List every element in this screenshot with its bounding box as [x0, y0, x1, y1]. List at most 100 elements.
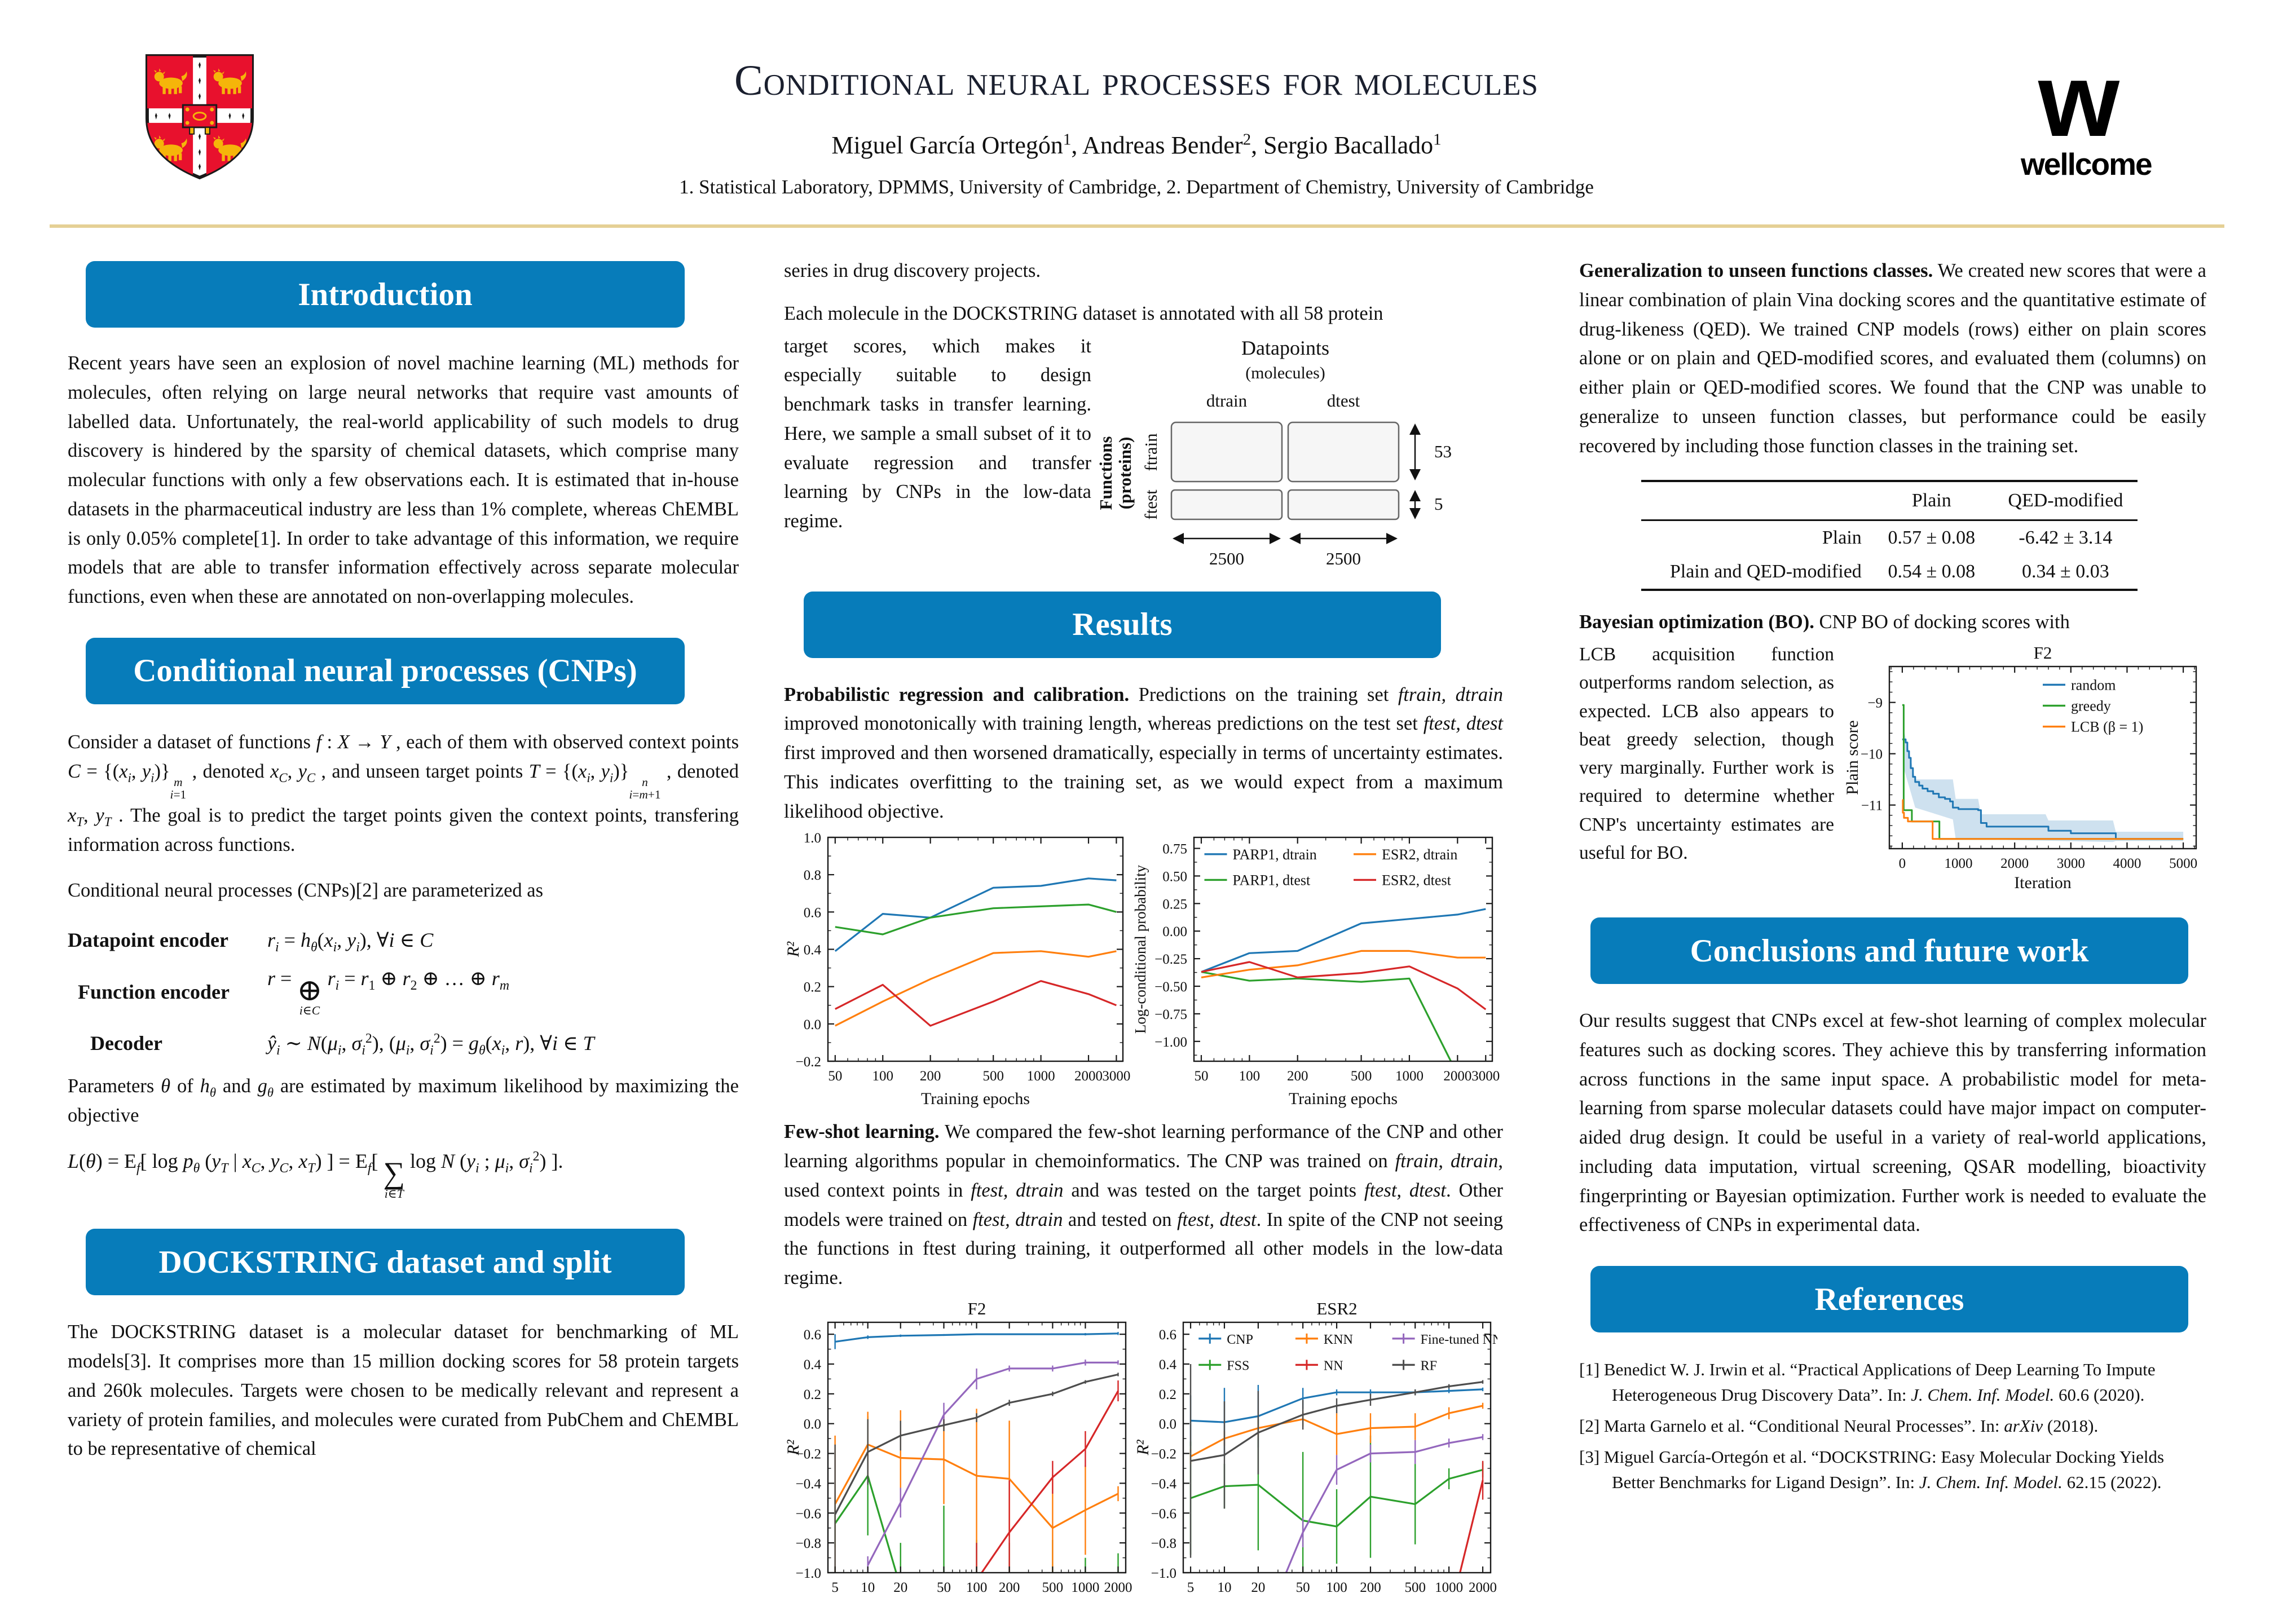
svg-text:2000: 2000: [1104, 1580, 1132, 1595]
svg-text:3000: 3000: [1102, 1069, 1130, 1084]
datapoints-split-figure: Datapoints (molecules) dtrain dtest Func…: [1099, 337, 1452, 568]
svg-text:1.0: 1.0: [804, 831, 821, 846]
svg-text:500: 500: [1351, 1069, 1372, 1084]
table-row: Plain and QED-modified 0.54 ± 0.08 0.34 …: [1641, 555, 2138, 589]
svg-text:0.00: 0.00: [1162, 924, 1187, 939]
svg-text:0.4: 0.4: [804, 943, 822, 958]
equation-function-encoder: Function encoder r = ⊕ i∈C ri = r1 ⊕ r2 ⊕…: [78, 967, 509, 1018]
chart-logprob-vs-epochs: 50 100 200 500 1000 2000 3000 0.75 0.50 0.25 0.00 −…: [1132, 837, 1500, 1108]
section-header-conclusions: Conclusions and future work: [1590, 917, 2188, 984]
cambridge-crest-logo: [144, 52, 255, 183]
svg-text:−0.2: −0.2: [796, 1446, 821, 1462]
dtest-count: 2500: [1326, 549, 1361, 568]
svg-text:R²: R²: [784, 1439, 803, 1455]
proteins-axis-label: (proteins): [1115, 436, 1135, 509]
cnps-paragraph: Consider a dataset of functions f : X → …: [68, 731, 739, 855]
svg-text:500: 500: [1042, 1580, 1064, 1595]
left-column: Introduction Recent years have seen an e…: [68, 257, 739, 1464]
fewshot-charts-row: 5 10 20 50 100 200 500 1000 2000 0.6 0.4 0.2 0.0 −0.2…: [784, 1295, 1503, 1617]
svg-text:−1.00: −1.00: [1154, 1035, 1187, 1050]
svg-text:50: 50: [1194, 1069, 1208, 1084]
svg-text:10: 10: [861, 1580, 875, 1595]
table-row: Plain 0.57 ± 0.08 -6.42 ± 3.14: [1641, 521, 2138, 555]
row-label: Plain: [1822, 527, 1862, 549]
svg-text:1000: 1000: [1027, 1069, 1055, 1084]
svg-text:ESR2, dtest: ESR2, dtest: [1382, 872, 1452, 889]
svg-text:50: 50: [937, 1580, 951, 1595]
ftrain-count: 53: [1434, 442, 1452, 461]
bo-row: LCB acquisition function outperforms ran…: [1579, 641, 2206, 897]
probabilistic-regression-paragraph: Probabilistic regression and calibration…: [784, 683, 1504, 822]
svg-text:100: 100: [966, 1580, 988, 1595]
svg-text:−0.4: −0.4: [1151, 1476, 1177, 1491]
svg-text:5000: 5000: [2169, 856, 2197, 871]
svg-text:ESR2, dtrain: ESR2, dtrain: [1382, 846, 1457, 863]
svg-text:−0.6: −0.6: [1151, 1506, 1176, 1521]
text-figure-row: target scores, which makes it especially…: [784, 332, 1503, 575]
bo-lead-line: Bayesian optimization (BO). CNP BO of do…: [1579, 611, 2070, 633]
svg-text:NN: NN: [1324, 1358, 1343, 1373]
svg-text:R²: R²: [784, 941, 803, 957]
bo-text: LCB acquisition function outperforms ran…: [1579, 644, 1834, 863]
svg-text:20: 20: [1251, 1580, 1265, 1595]
svg-text:−1.0: −1.0: [796, 1566, 821, 1581]
svg-text:200: 200: [999, 1580, 1020, 1595]
svg-text:−9: −9: [1867, 696, 1883, 711]
reference-item: [3] Miguel García-Ortegón et al. “DOCKST…: [1579, 1446, 2165, 1492]
svg-text:0.25: 0.25: [1162, 897, 1187, 912]
svg-text:100: 100: [872, 1069, 893, 1084]
svg-text:−0.6: −0.6: [796, 1506, 821, 1521]
svg-text:5: 5: [831, 1580, 839, 1595]
svg-text:LCB (β = 1): LCB (β = 1): [2071, 719, 2143, 735]
svg-text:50: 50: [1296, 1580, 1310, 1595]
svg-text:10: 10: [1217, 1580, 1231, 1595]
svg-text:0.50: 0.50: [1162, 870, 1187, 885]
cell-plain: 0.54 ± 0.08: [1888, 561, 1976, 582]
svg-text:4000: 4000: [2113, 856, 2141, 871]
svg-text:0.8: 0.8: [804, 868, 821, 883]
molecule-annotation-line: Each molecule in the DOCKSTRING dataset …: [784, 302, 1383, 324]
svg-text:Training epochs: Training epochs: [1289, 1089, 1398, 1108]
dockstring-body: The DOCKSTRING dataset is a molecular da…: [68, 1321, 739, 1460]
dtrain-label: dtrain: [1206, 391, 1248, 411]
svg-text:R²: R²: [1134, 1439, 1152, 1455]
svg-text:0.6: 0.6: [804, 1327, 821, 1343]
svg-text:FSS: FSS: [1227, 1358, 1249, 1373]
svg-text:Fine-tuned NN: Fine-tuned NN: [1421, 1332, 1497, 1347]
svg-text:0.2: 0.2: [804, 980, 821, 995]
poster-affiliations: 1. Statistical Laboratory, DPMMS, Univer…: [679, 176, 1594, 198]
section-title: Introduction: [298, 276, 473, 312]
reference-item: [1] Benedict W. J. Irwin et al. “Practic…: [1579, 1360, 2156, 1405]
svg-text:−0.50: −0.50: [1154, 979, 1187, 995]
ftest-count: 5: [1434, 494, 1443, 514]
wellcome-w-icon: w: [2038, 42, 2119, 158]
svg-text:PARP1, dtrain: PARP1, dtrain: [1233, 846, 1317, 863]
svg-text:2000: 2000: [1074, 1069, 1103, 1084]
section-title: References: [1814, 1281, 1964, 1317]
svg-text:−0.8: −0.8: [1151, 1536, 1176, 1551]
dtest-label: dtest: [1327, 391, 1360, 411]
middle-column: series in drug discovery projects. Each …: [784, 257, 1503, 1617]
svg-text:Plain score: Plain score: [1843, 720, 1862, 795]
svg-text:−0.2: −0.2: [1151, 1446, 1176, 1462]
cnps-parameterized-line: Conditional neural processes (CNPs)[2] a…: [68, 880, 544, 902]
svg-text:1000: 1000: [1395, 1069, 1424, 1084]
generalization-paragraph: Generalization to unseen functions class…: [1579, 260, 2206, 457]
svg-text:1000: 1000: [1945, 856, 1973, 871]
chart-r2-vs-epochs: 50 100 200 500 1000 2000 3000 1.0 0.8 0.6 0.4 0.2 0.…: [784, 831, 1130, 1108]
equation-decoder: Decoder ŷi ∼ N(μi, σi2), (μi, σi2) = gθ(…: [90, 1031, 594, 1058]
svg-text:0.75: 0.75: [1162, 842, 1187, 857]
svg-text:−0.75: −0.75: [1154, 1007, 1187, 1022]
reference-item: [2] Marta Garnelo et al. “Conditional Ne…: [1579, 1415, 2099, 1436]
generalization-table: Plain QED-modified Plain 0.57 ± 0.08 -6.…: [1641, 480, 2138, 592]
cell-qed: 0.34 ± 0.03: [2022, 561, 2109, 582]
conclusions-body: Our results suggest that CNPs excel at f…: [1579, 1010, 2206, 1236]
functions-axis-label: Functions: [1099, 436, 1116, 510]
dockstring-continuation: series in drug discovery projects.: [784, 260, 1041, 281]
svg-text:0.0: 0.0: [804, 1017, 821, 1032]
section-title: DOCKSTRING dataset and split: [158, 1244, 612, 1280]
svg-text:100: 100: [1239, 1069, 1261, 1084]
svg-text:RF: RF: [1421, 1358, 1437, 1373]
svg-text:−0.2: −0.2: [796, 1054, 821, 1070]
objective-equation: L(θ) = Ef[ log pθ (yT | xC, yC, xT) ] = …: [68, 1149, 563, 1201]
